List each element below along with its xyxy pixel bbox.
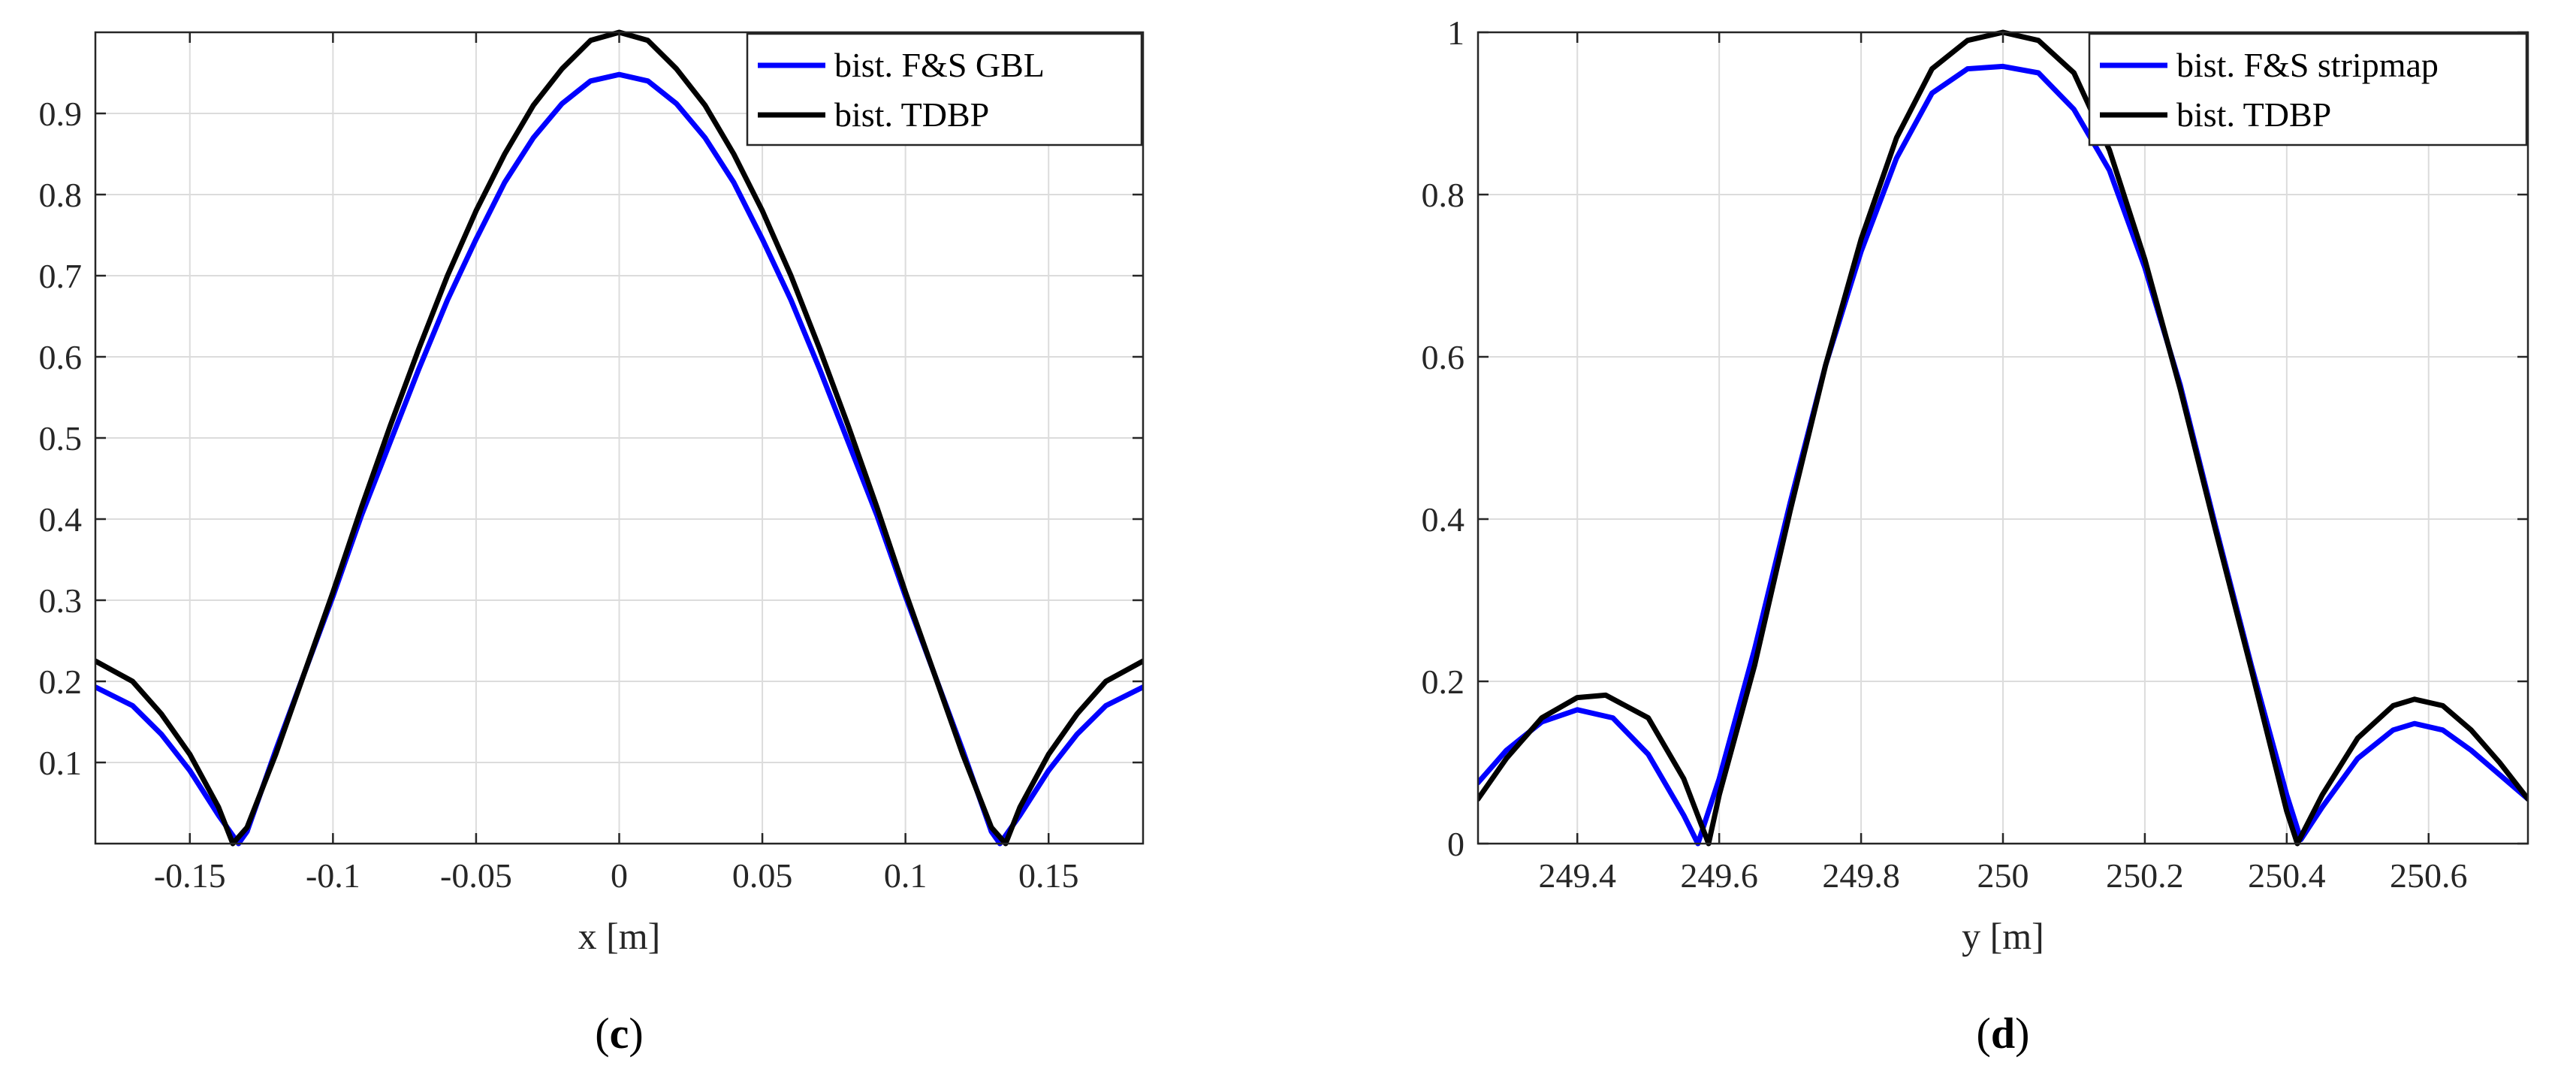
x-tick-label: 249.4 bbox=[1538, 856, 1616, 895]
x-tick-label: -0.1 bbox=[306, 856, 360, 895]
panel-label: (c) bbox=[595, 1009, 643, 1058]
y-tick-label: 0.2 bbox=[39, 663, 83, 701]
legend: bist. F&S stripmap bist. TDBP bbox=[2088, 32, 2528, 146]
legend-entry-label: bist. F&S GBL bbox=[834, 46, 1045, 84]
series-line-bist-f-s-stripmap bbox=[1478, 63, 2528, 847]
legend-entry-label: bist. TDBP bbox=[834, 95, 989, 134]
x-tick-label: -0.15 bbox=[154, 856, 226, 895]
x-tick-label: 0.05 bbox=[732, 856, 793, 895]
legend-entry-label: bist. TDBP bbox=[2176, 95, 2331, 134]
series-group bbox=[1478, 29, 2528, 847]
x-tick-label: 249.8 bbox=[1822, 856, 1900, 895]
y-tick-label: 0.2 bbox=[1422, 663, 1465, 701]
x-tick-label: -0.05 bbox=[440, 856, 512, 895]
legend: bist. F&S GBL bist. TDBP bbox=[746, 32, 1143, 146]
legend-box bbox=[746, 32, 1143, 146]
y-tick-label: 0.4 bbox=[1422, 500, 1465, 539]
x-tick-label: 249.6 bbox=[1680, 856, 1758, 895]
x-tick-label: 250.2 bbox=[2106, 856, 2184, 895]
y-tick-label: 1 bbox=[1447, 14, 1464, 52]
series-line-bist-tdbp bbox=[1478, 29, 2528, 847]
legend-entry-label: bist. F&S stripmap bbox=[2176, 46, 2439, 84]
y-tick-label: 0 bbox=[1447, 825, 1464, 863]
y-tick-label: 0.5 bbox=[39, 419, 83, 457]
x-tick-label: 0.15 bbox=[1018, 856, 1079, 895]
panel-label: (d) bbox=[1977, 1009, 2030, 1058]
x-axis-label: y [m] bbox=[1962, 915, 2044, 957]
chart-panel-c: -0.15 -0.1 -0.05 0 0.05 0.1 0.15 0.1 0.2 0.3 0.4 0.… bbox=[39, 29, 1145, 1058]
x-tick-label: 0.1 bbox=[884, 856, 928, 895]
x-tick-label: 0 bbox=[611, 856, 628, 895]
x-tick-label: 250.6 bbox=[2390, 856, 2468, 895]
x-axis-label: x [m] bbox=[578, 915, 661, 957]
chart-panel-d: 249.4 249.6 249.8 250 250.2 250.4 250.6 0 0.2 0.4… bbox=[1422, 14, 2529, 1058]
x-tick-label: 250 bbox=[1977, 856, 2029, 895]
x-tick-label: 250.4 bbox=[2248, 856, 2326, 895]
legend-box bbox=[2088, 32, 2528, 146]
y-tick-label: 0.3 bbox=[39, 581, 83, 620]
y-tick-label: 0.6 bbox=[39, 338, 83, 376]
y-tick-label: 0.7 bbox=[39, 257, 83, 295]
y-tick-label: 0.9 bbox=[39, 95, 83, 133]
y-tick-label: 0.6 bbox=[1422, 338, 1465, 376]
y-tick-label: 0.4 bbox=[39, 500, 83, 539]
y-tick-label: 0.8 bbox=[39, 176, 83, 214]
y-tick-label: 0.8 bbox=[1422, 176, 1465, 214]
y-tick-label: 0.1 bbox=[39, 744, 83, 782]
